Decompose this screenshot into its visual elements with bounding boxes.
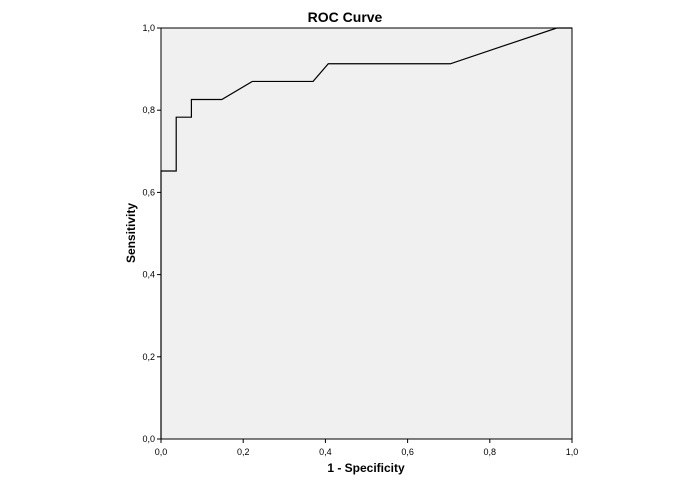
plot-frame: [160, 27, 573, 440]
x-tick-label: 0,0: [155, 447, 168, 457]
y-axis-ticks: 0,0 0,2 0,4 0,6 0,8 1,0: [142, 23, 161, 444]
x-tick-label: 1,0: [566, 447, 579, 457]
y-tick-label: 0,6: [142, 187, 155, 197]
y-tick-label: 0,8: [142, 105, 155, 115]
y-axis-title: Sensitivity: [124, 203, 138, 263]
curve-layer: [160, 27, 572, 439]
x-axis-title: 1 - Specificity: [327, 461, 405, 475]
y-tick-label: 0,4: [142, 270, 155, 280]
roc-curve-line: [160, 27, 572, 439]
y-tick-label: 1,0: [142, 23, 155, 33]
x-tick-label: 0,4: [319, 447, 332, 457]
x-tick-label: 0,6: [401, 447, 414, 457]
chart-title: ROC Curve: [308, 9, 383, 25]
plot-background: [161, 28, 572, 439]
x-tick-label: 0,8: [484, 447, 497, 457]
x-axis-ticks: 0,0 0,2 0,4 0,6 0,8 1,0: [155, 439, 579, 457]
y-tick-label: 0,2: [142, 352, 155, 362]
x-tick-label: 0,2: [237, 447, 250, 457]
y-tick-label: 0,0: [142, 434, 155, 444]
